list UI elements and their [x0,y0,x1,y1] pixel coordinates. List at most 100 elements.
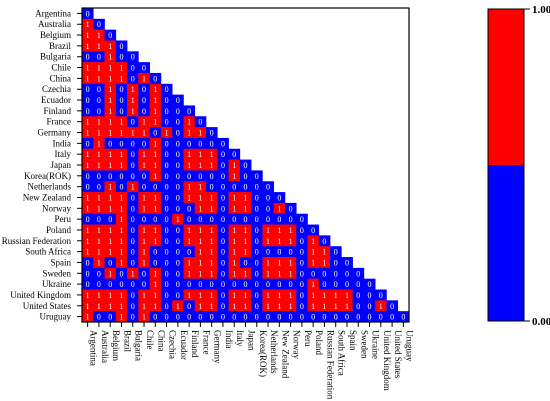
cell-value-label: 0 [221,193,225,202]
cell-value-label: 0 [119,280,123,289]
x-tick-label: Russian Federation [325,330,335,400]
heatmap-cell [93,257,105,269]
heatmap-cell [104,83,117,95]
heatmap-cell [115,278,128,290]
heatmap-cell [115,116,128,128]
cell-value-label: 0 [356,302,360,311]
y-tick-label: Sweden [43,268,72,278]
heatmap-cell [262,224,274,236]
cell-value-label: 0 [221,302,225,311]
cell-value-label: 0 [108,215,112,224]
cell-value-label: 1 [153,139,157,148]
heatmap-cell [183,202,196,215]
heatmap-cell [296,267,308,279]
heatmap-cell [149,116,162,128]
cell-value-label: 1 [244,269,248,278]
heatmap-cell [93,72,105,85]
heatmap-cell [206,202,218,215]
x-tick-label: Netherlands [269,330,279,374]
heatmap-cell [262,213,274,225]
cell-value-label: 0 [221,269,225,278]
cell-value-label: 1 [97,129,101,138]
heatmap-cell [138,300,150,312]
cell-value-label: 1 [97,193,101,202]
heatmap-cell [104,246,117,258]
heatmap-cell [352,300,365,312]
heatmap-cell [239,202,252,215]
heatmap-cell [375,300,387,312]
cell-value-label: 0 [153,248,157,257]
cell-value-label: 0 [108,31,112,40]
heatmap-cell [127,257,139,269]
heatmap-cell [82,300,94,312]
cell-value-label: 0 [86,269,90,278]
cell-value-label: 1 [187,183,191,192]
cell-value-label: 1 [86,204,90,213]
cell-value-label: 0 [165,258,169,267]
heatmap-cell [217,278,229,290]
cell-value-label: 1 [232,172,236,181]
heatmap-cell [160,289,173,301]
cell-value-label: 0 [198,280,202,289]
cell-value-label: 0 [176,183,180,192]
cell-value-label: 1 [153,150,157,159]
cell-value-label: 0 [142,183,146,192]
cell-value-label: 1 [108,53,112,62]
heatmap-cell [330,267,342,279]
heatmap-cell [251,192,263,204]
heatmap-cell [149,192,162,204]
heatmap-cell [217,300,229,312]
cell-value-label: 1 [210,204,214,213]
cell-value-label: 1 [266,237,270,246]
cell-value-label: 1 [266,291,270,300]
cell-value-label: 0 [255,215,259,224]
heatmap-cell [273,246,286,258]
cell-value-label: 1 [232,237,236,246]
cell-value-label: 1 [187,291,191,300]
cell-value-label: 1 [345,291,349,300]
cell-value-label: 1 [119,74,123,83]
heatmap-cell [228,267,241,279]
heatmap-cell [228,289,241,301]
cell-value-label: 1 [131,183,135,192]
cell-value-label: 1 [244,237,248,246]
cell-value-label: 1 [334,302,338,311]
cell-value-label: 1 [86,42,90,51]
cell-value-label: 1 [119,64,123,73]
y-tick-label: Netherlands [28,182,72,192]
cell-value-label: 0 [176,248,180,257]
heatmap-cell [115,159,128,171]
heatmap-cell [127,148,139,160]
y-tick-label: Russian Federation [2,236,72,246]
cell-value-label: 0 [97,107,101,116]
heatmap-cell [172,127,184,139]
heatmap-cell [273,235,286,247]
x-tick-label: Italy [235,330,245,347]
cell-value-label: 0 [165,150,169,159]
cell-value-label: 0 [300,258,304,267]
heatmap-cell [251,181,263,193]
heatmap-cell [172,137,184,150]
cell-value-label: 0 [108,280,112,289]
cell-value-label: 1 [119,150,123,159]
heatmap-cell [330,300,342,312]
heatmap-cell [239,278,252,290]
x-tick-label: Germany [213,330,223,364]
heatmap-cell [127,278,139,290]
heatmap-cell [93,170,105,182]
heatmap-cell [318,300,331,312]
heatmap-cell [172,192,184,204]
cell-value-label: 0 [401,313,405,322]
cell-value-label: 0 [244,183,248,192]
heatmap-cell [273,289,286,301]
cell-value-label: 1 [142,74,146,83]
heatmap-cell [183,246,196,258]
heatmap-cell [93,235,105,247]
heatmap-cell [160,94,173,106]
x-tick-labels: Argentina Australia Belgium Brazil Bulgaria C… [87,322,414,400]
cell-value-label: 0 [176,291,180,300]
cell-value-label: 1 [277,291,281,300]
cell-value-label: 1 [97,139,101,148]
heatmap-cell [127,246,139,258]
cell-value-label: 0 [255,269,259,278]
